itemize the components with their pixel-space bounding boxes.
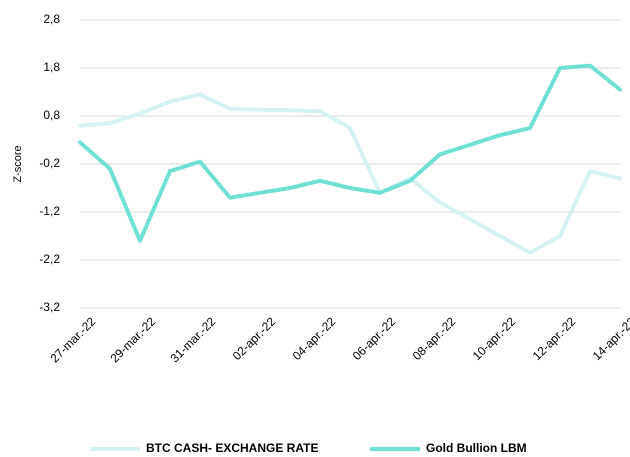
x-tick-label: 06-apr.-22 (350, 314, 399, 363)
x-tick-label: 27-mar.-22 (47, 314, 98, 365)
x-tick-label: 29-mar.-22 (107, 314, 158, 365)
x-tick-label: 12-apr.-22 (530, 314, 579, 363)
x-tick-label: 04-apr.-22 (290, 314, 339, 363)
x-tick-label: 31-mar.-22 (167, 314, 218, 365)
y-tick-label: -3,2 (39, 300, 60, 314)
y-tick-label: -2,2 (39, 252, 60, 266)
x-tick-label: 08-apr.-22 (410, 314, 459, 363)
series-line (78, 92, 622, 255)
x-tick-label: 02-apr.-22 (230, 314, 279, 363)
x-tick-label: 14-apr.-22 (590, 314, 630, 363)
y-tick-label: 1,8 (43, 60, 60, 74)
series-line (78, 63, 622, 243)
x-tick-label: 10-apr.-22 (470, 314, 519, 363)
y-tick-label: 0,8 (43, 108, 60, 122)
legend-label: Gold Bullion LBM (426, 441, 527, 455)
y-tick-label: -1,2 (39, 204, 60, 218)
legend-label: BTC CASH- EXCHANGE RATE (146, 441, 318, 455)
y-tick-label: -0,2 (39, 156, 60, 170)
y-axis-label: Z-score (12, 145, 24, 182)
y-tick-label: 2,8 (43, 12, 60, 26)
